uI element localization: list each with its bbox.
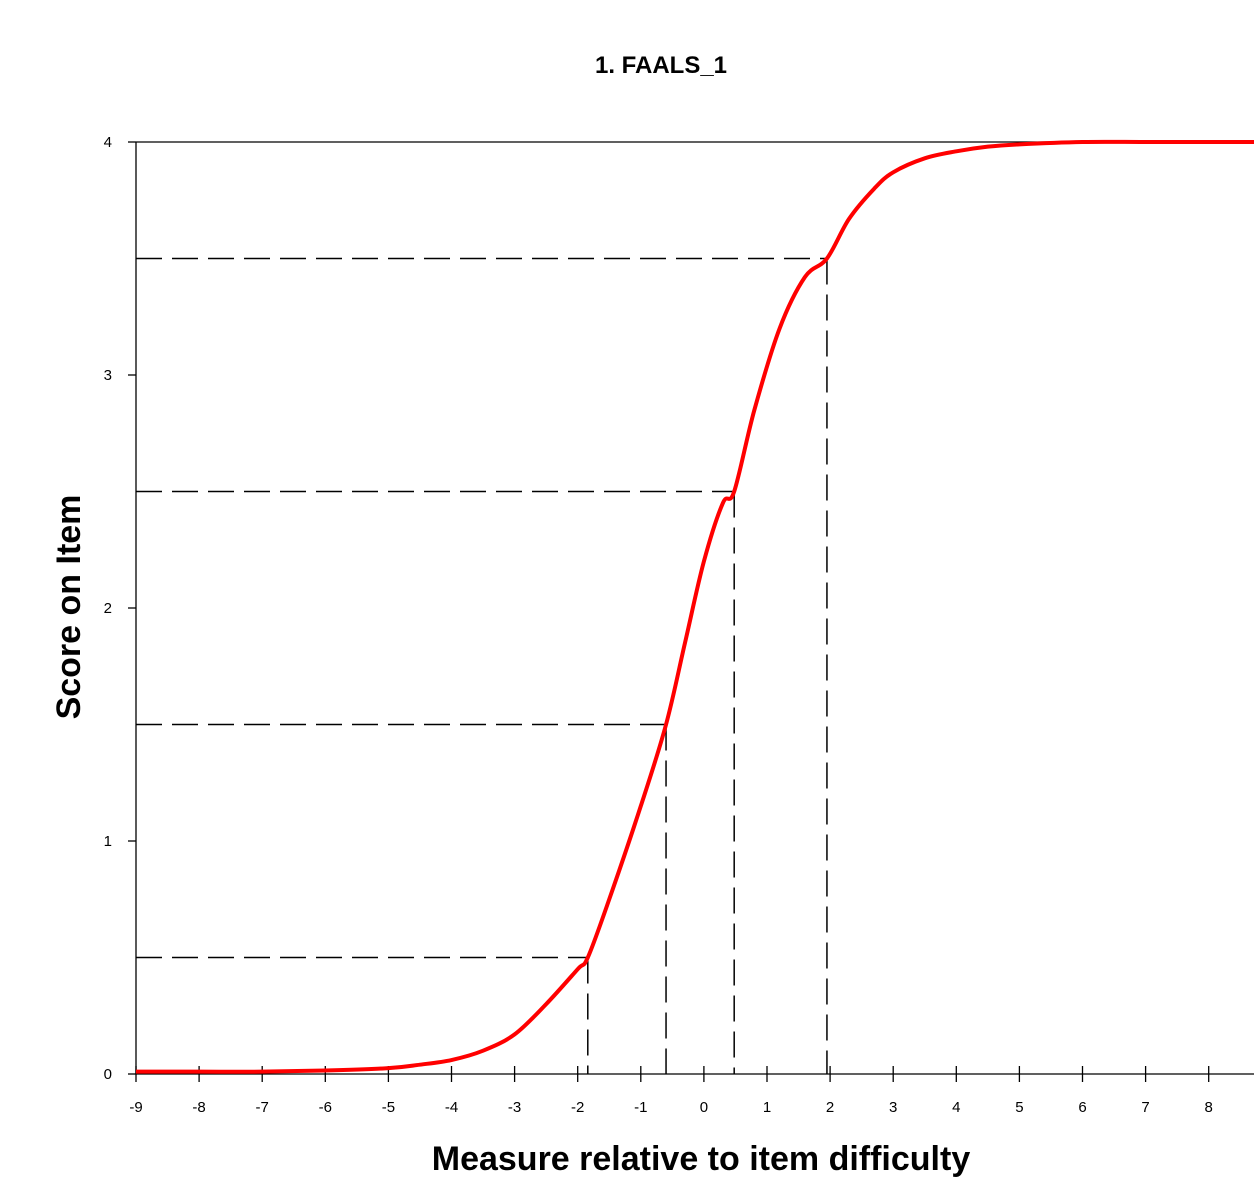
- x-tick-label: 7: [1141, 1099, 1149, 1116]
- y-axis-label: Score on Item: [50, 495, 88, 720]
- x-tick-label: 4: [952, 1099, 960, 1116]
- x-tick-label: 3: [889, 1099, 897, 1116]
- reference-lines: [136, 257, 828, 1074]
- x-axis-label: Measure relative to item difficulty: [432, 1140, 971, 1178]
- x-tick-label: 2: [826, 1099, 834, 1116]
- y-tick-label: 2: [104, 600, 112, 617]
- chart-title: 1. FAALS_1: [595, 52, 727, 79]
- y-axis-ticks: 0 1 2 3 4: [104, 134, 136, 1083]
- x-tick-label: 1: [763, 1099, 771, 1116]
- x-tick-label: 8: [1205, 1099, 1213, 1116]
- y-tick-label: 0: [104, 1066, 112, 1083]
- x-tick-label: -5: [382, 1099, 395, 1116]
- x-tick-label: -8: [192, 1099, 205, 1116]
- x-axis-ticks: -9 -8 -7 -6 -5 -4 -3 -2 -1 0 1 2 3 4 5 6 7 8: [129, 1066, 1213, 1116]
- x-tick-label: -4: [445, 1099, 458, 1116]
- x-tick-label: -9: [129, 1099, 142, 1116]
- x-tick-label: -3: [508, 1099, 521, 1116]
- expected-score-curve: [135, 139, 1254, 1074]
- x-tick-label: -7: [256, 1099, 269, 1116]
- x-tick-label: 0: [700, 1099, 708, 1116]
- x-tick-label: 5: [1015, 1099, 1023, 1116]
- x-tick-label: -2: [571, 1099, 584, 1116]
- x-tick-label: 6: [1078, 1099, 1086, 1116]
- x-tick-label: -6: [319, 1099, 332, 1116]
- y-tick-label: 1: [104, 833, 112, 850]
- y-tick-label: 4: [104, 134, 112, 151]
- x-tick-label: -1: [634, 1099, 647, 1116]
- y-tick-label: 3: [104, 367, 112, 384]
